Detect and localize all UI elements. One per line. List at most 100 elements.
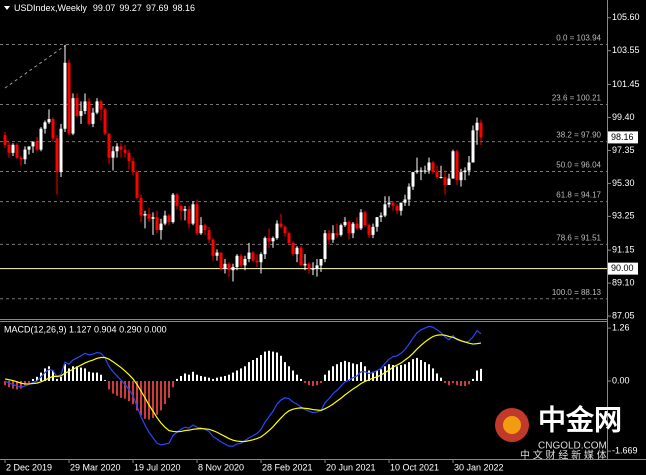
candle-body: [147, 213, 151, 219]
histogram-bar: [176, 378, 178, 382]
candle-body: [227, 263, 231, 271]
histogram-bar: [324, 374, 326, 382]
y-tick-label: 93.25: [612, 211, 635, 221]
histogram-bar: [316, 381, 318, 386]
candle-body: [167, 215, 171, 222]
low-readout: 97.69: [146, 3, 169, 13]
histogram-bar: [120, 381, 122, 398]
histogram-bar: [116, 381, 118, 396]
candle-body: [27, 146, 31, 150]
histogram-bar: [468, 381, 470, 385]
histogram-bar: [400, 365, 402, 382]
histogram-bar: [16, 381, 18, 390]
candle-body: [375, 217, 379, 227]
high-readout: 99.27: [119, 3, 142, 13]
candle-body: [247, 252, 251, 259]
histogram-bar: [312, 381, 314, 387]
candle-body: [143, 213, 147, 216]
y-tick-label: 0.00: [612, 375, 630, 385]
candle-body: [315, 265, 319, 269]
histogram-bar: [420, 360, 422, 382]
histogram-bar: [328, 370, 330, 382]
candle-body: [55, 138, 59, 173]
candle-body: [219, 252, 223, 269]
histogram-bar: [364, 366, 366, 382]
candle-body: [419, 170, 423, 172]
histogram-bar: [408, 362, 410, 382]
histogram-bar: [276, 352, 278, 382]
histogram-bar: [248, 362, 250, 382]
histogram-bar: [152, 381, 154, 418]
menu-arrow[interactable]: [4, 6, 10, 10]
histogram-bar: [348, 362, 350, 382]
histogram-bar: [264, 351, 266, 382]
candle-body: [211, 239, 215, 256]
histogram-bar: [284, 362, 286, 382]
candle-body: [15, 144, 19, 158]
candle-body: [95, 101, 99, 113]
candle-body: [387, 202, 391, 205]
histogram-bar: [244, 366, 246, 382]
candle-body: [431, 162, 435, 173]
candle-body: [351, 223, 355, 234]
candle-body: [59, 128, 63, 173]
candle-body: [235, 255, 239, 268]
candle-body: [43, 122, 47, 129]
candle-body: [455, 151, 459, 181]
histogram-bar: [8, 381, 10, 388]
candle-body: [355, 223, 359, 229]
price-tag: [608, 131, 638, 144]
histogram-bar: [352, 363, 354, 382]
candle-body: [467, 162, 471, 171]
candle-body: [7, 144, 11, 153]
histogram-bar: [320, 381, 322, 384]
histogram-bar: [172, 381, 174, 388]
histogram-bar: [160, 381, 162, 411]
histogram-bar: [304, 381, 306, 384]
candle-body: [307, 263, 311, 269]
histogram-bar: [216, 377, 218, 382]
histogram-bar: [212, 378, 214, 382]
histogram-bar: [200, 375, 202, 382]
histogram-bar: [124, 381, 126, 399]
x-tick-label: 29 Mar 2020: [70, 462, 121, 472]
symbol-title: USDIndex,Weekly: [14, 3, 87, 13]
candle-body: [443, 176, 447, 186]
candle-body: [63, 62, 67, 129]
histogram-bar: [60, 376, 62, 382]
fib-label: 100.0 = 88.13: [552, 288, 602, 297]
candle-body: [47, 119, 51, 123]
candle-body: [119, 146, 123, 150]
histogram-bar: [168, 381, 170, 398]
candle-body: [451, 151, 455, 179]
histogram-bar: [356, 364, 358, 382]
candle-body: [359, 212, 363, 229]
candle-body: [399, 202, 403, 211]
candle-body: [79, 111, 83, 116]
candle-body: [103, 109, 107, 134]
candle-body: [311, 268, 315, 270]
candle-body: [3, 135, 7, 145]
x-tick-label: 28 Feb 2021: [262, 462, 313, 472]
histogram-bar: [424, 362, 426, 382]
histogram-bar: [376, 370, 378, 382]
candle-body: [251, 252, 255, 261]
histogram-bar: [112, 381, 114, 394]
candle-body: [295, 247, 299, 255]
candle-body: [87, 101, 91, 124]
histogram-bar: [128, 381, 130, 402]
histogram-bar: [392, 365, 394, 382]
histogram-bar: [56, 378, 58, 382]
histogram-bar: [20, 381, 22, 389]
histogram-bar: [460, 381, 462, 387]
watermark: 中金网 CNGOLD.COM 中 文 财 经 新 媒 体: [495, 403, 622, 462]
histogram-bar: [368, 370, 370, 382]
candle-body: [99, 101, 103, 110]
candle-body: [395, 205, 399, 211]
candle-body: [255, 260, 259, 263]
x-tick-label: 19 Jul 2020: [134, 462, 181, 472]
open-readout: 99.07: [93, 3, 116, 13]
candle-body: [263, 238, 267, 255]
candle-body: [191, 204, 195, 224]
candle-body: [207, 230, 211, 240]
